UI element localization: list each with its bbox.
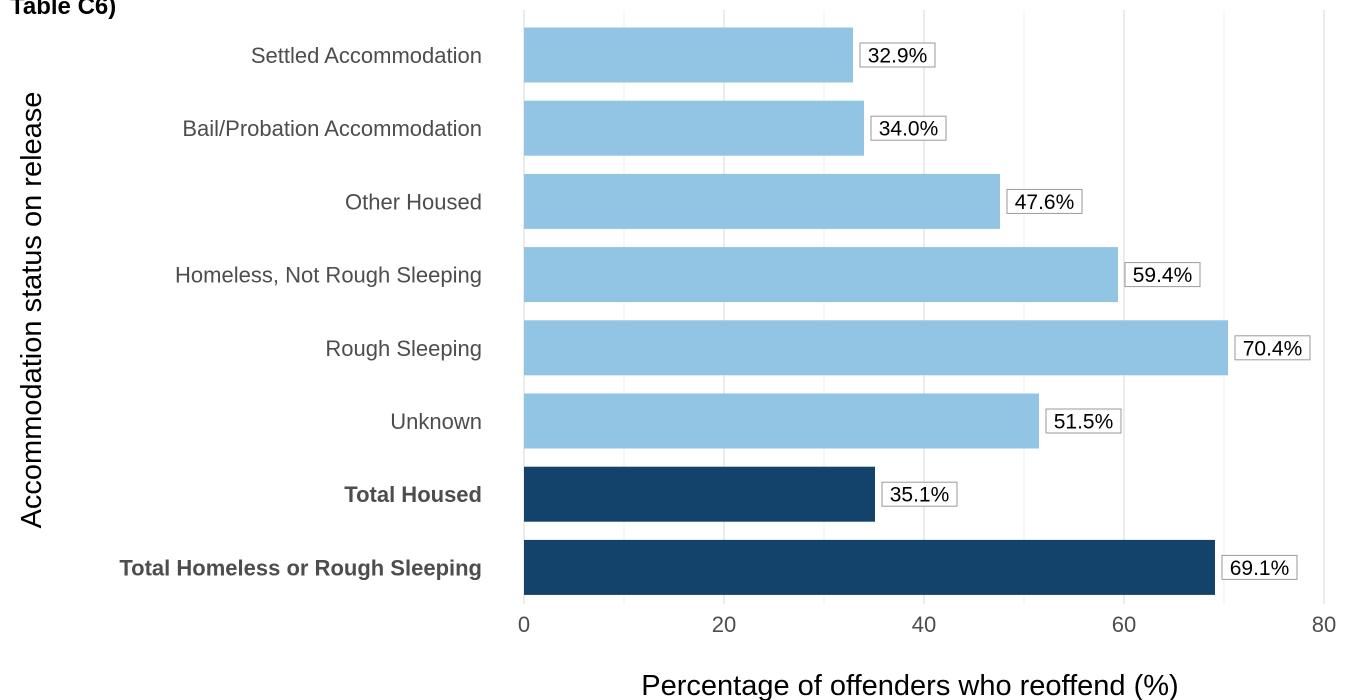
data-label: 47.6% — [1006, 188, 1083, 214]
category-label: Settled Accommodation — [251, 43, 482, 68]
data-label-text: 69.1% — [1230, 557, 1290, 580]
data-label-text: 70.4% — [1243, 337, 1303, 360]
data-label-box — [870, 115, 947, 141]
category-label: Other Housed — [345, 189, 482, 214]
data-label: 59.4% — [1124, 262, 1201, 288]
category-label: Unknown — [390, 409, 482, 434]
bar — [524, 320, 1228, 376]
data-label-box — [881, 481, 958, 507]
data-label: 32.9% — [859, 42, 936, 68]
bar — [524, 466, 875, 522]
category-label: Total Homeless or Rough Sleeping — [119, 555, 482, 580]
x-tick-label: 20 — [712, 612, 736, 637]
data-label-box — [859, 42, 936, 68]
y-axis-title: Accommodation status on release — [16, 92, 48, 529]
category-labels: Settled Accommodation Bail/Probation Acco… — [119, 43, 482, 580]
bars — [524, 27, 1228, 595]
category-label: Bail/Probation Accommodation — [182, 116, 482, 141]
data-labels: 32.9% 34.0% 47.6% 59.4% 70.4% 51.5% 35.1% 69.1% — [859, 42, 1311, 580]
data-label-box — [1045, 408, 1122, 434]
bar — [524, 393, 1039, 449]
x-axis-title: Percentage of offenders who reoffend (%) — [641, 670, 1178, 700]
data-label-box — [1006, 188, 1083, 214]
data-label-box — [1124, 262, 1201, 288]
bar — [524, 247, 1118, 303]
data-label-box — [1221, 554, 1298, 580]
data-label: 70.4% — [1234, 335, 1311, 361]
data-label: 35.1% — [881, 481, 958, 507]
bar — [524, 173, 1000, 229]
data-label: 51.5% — [1045, 408, 1122, 434]
data-label-text: 34.0% — [879, 118, 939, 141]
x-tick-label: 60 — [1112, 612, 1136, 637]
data-label-box — [1234, 335, 1311, 361]
bar — [524, 27, 853, 83]
bar — [524, 539, 1215, 595]
x-tick-label: 0 — [518, 612, 530, 637]
x-tick-label: 40 — [912, 612, 936, 637]
data-label-text: 59.4% — [1133, 264, 1193, 287]
data-label-text: 47.6% — [1015, 191, 1075, 214]
data-label-text: 32.9% — [868, 45, 928, 68]
data-label-text: 51.5% — [1054, 411, 1114, 434]
x-tick-labels: 0 20 40 60 80 — [518, 612, 1336, 637]
category-label: Rough Sleeping — [325, 336, 482, 361]
bar — [524, 100, 864, 156]
category-label: Total Housed — [344, 482, 482, 507]
header-fragment: Table C6) — [10, 0, 116, 20]
data-label-text: 35.1% — [890, 484, 950, 507]
data-label: 69.1% — [1221, 554, 1298, 580]
x-tick-label: 80 — [1312, 612, 1336, 637]
category-label: Homeless, Not Rough Sleeping — [175, 263, 482, 288]
data-label: 34.0% — [870, 115, 947, 141]
